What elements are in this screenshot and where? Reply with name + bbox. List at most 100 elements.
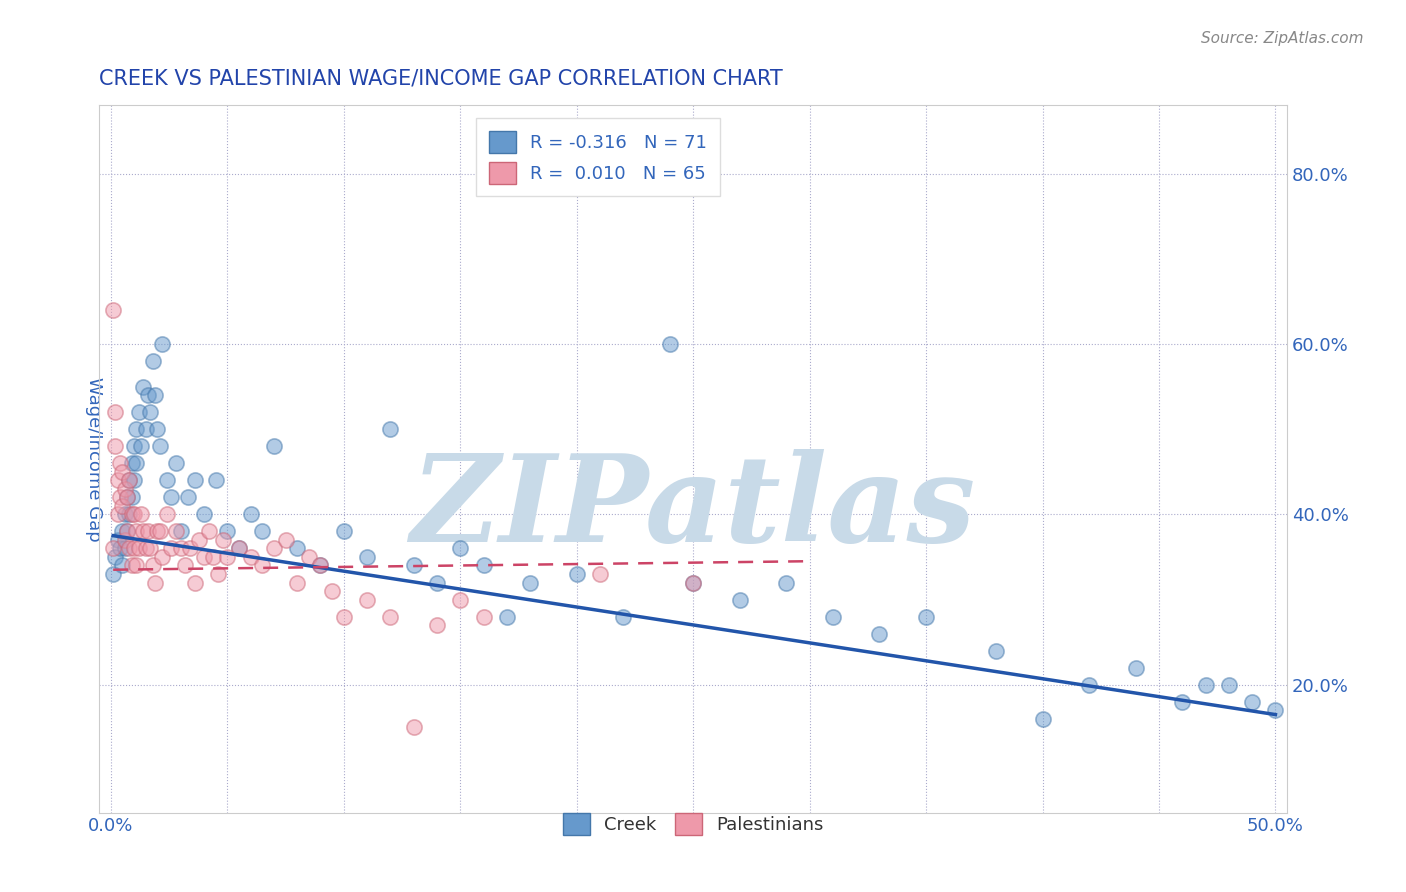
Point: [211, 533, 233, 547]
Point: [150, 337, 173, 351]
Point: [426, 575, 449, 590]
Text: ZIPatlas: ZIPatlas: [411, 450, 976, 567]
Point: [107, 533, 129, 547]
Point: [122, 439, 145, 453]
Point: [170, 541, 193, 556]
Point: [142, 354, 165, 368]
Point: [136, 524, 159, 539]
Point: [217, 549, 239, 564]
Point: [589, 566, 612, 581]
Point: [115, 491, 138, 505]
Point: [202, 549, 225, 564]
Point: [165, 456, 187, 470]
Point: [114, 482, 136, 496]
Point: [204, 473, 226, 487]
Point: [122, 508, 145, 522]
Point: [207, 566, 229, 581]
Point: [309, 558, 332, 573]
Point: [775, 575, 797, 590]
Point: [869, 626, 891, 640]
Point: [108, 491, 131, 505]
Point: [174, 558, 197, 573]
Point: [125, 558, 148, 573]
Point: [1078, 678, 1101, 692]
Point: [183, 473, 205, 487]
Point: [1218, 678, 1240, 692]
Point: [321, 584, 343, 599]
Point: [121, 456, 143, 470]
Point: [193, 549, 215, 564]
Point: [122, 541, 145, 556]
Point: [115, 524, 138, 539]
Legend: Creek, Palestinians: Creek, Palestinians: [555, 806, 831, 842]
Point: [612, 609, 634, 624]
Point: [380, 422, 402, 436]
Point: [356, 549, 378, 564]
Point: [519, 575, 541, 590]
Point: [449, 592, 471, 607]
Point: [149, 524, 172, 539]
Point: [118, 473, 141, 487]
Point: [252, 524, 274, 539]
Point: [132, 379, 155, 393]
Point: [682, 575, 704, 590]
Point: [132, 524, 155, 539]
Point: [984, 643, 1007, 657]
Point: [228, 541, 250, 556]
Point: [101, 566, 124, 581]
Point: [472, 609, 495, 624]
Point: [122, 473, 145, 487]
Point: [1241, 695, 1264, 709]
Point: [115, 524, 138, 539]
Text: CREEK VS PALESTINIAN WAGE/INCOME GAP CORRELATION CHART: CREEK VS PALESTINIAN WAGE/INCOME GAP COR…: [100, 69, 783, 88]
Point: [188, 533, 211, 547]
Point: [156, 473, 179, 487]
Point: [146, 524, 169, 539]
Point: [121, 508, 143, 522]
Point: [125, 422, 148, 436]
Point: [136, 388, 159, 402]
Point: [179, 541, 201, 556]
Point: [176, 491, 198, 505]
Point: [129, 508, 152, 522]
Point: [193, 508, 215, 522]
Point: [682, 575, 704, 590]
Point: [160, 541, 183, 556]
Point: [101, 541, 124, 556]
Point: [115, 491, 138, 505]
Point: [111, 524, 134, 539]
Point: [1125, 661, 1147, 675]
Point: [139, 541, 162, 556]
Point: [356, 592, 378, 607]
Point: [263, 439, 285, 453]
Point: [107, 508, 129, 522]
Point: [101, 302, 124, 317]
Point: [915, 609, 938, 624]
Point: [285, 575, 308, 590]
Point: [149, 439, 172, 453]
Point: [111, 499, 134, 513]
Point: [170, 524, 193, 539]
Point: [252, 558, 274, 573]
Point: [135, 541, 157, 556]
Point: [1264, 703, 1286, 717]
Point: [114, 508, 136, 522]
Point: [239, 508, 262, 522]
Point: [118, 473, 141, 487]
Point: [274, 533, 297, 547]
Point: [108, 541, 131, 556]
Point: [143, 575, 166, 590]
Point: [239, 549, 262, 564]
Point: [118, 541, 141, 556]
Point: [121, 558, 143, 573]
Point: [472, 558, 495, 573]
Point: [111, 465, 134, 479]
Point: [129, 439, 152, 453]
Point: [228, 541, 250, 556]
Point: [121, 491, 143, 505]
Point: [160, 491, 183, 505]
Text: Source: ZipAtlas.com: Source: ZipAtlas.com: [1201, 31, 1364, 46]
Point: [332, 609, 354, 624]
Point: [142, 558, 165, 573]
Point: [150, 549, 173, 564]
